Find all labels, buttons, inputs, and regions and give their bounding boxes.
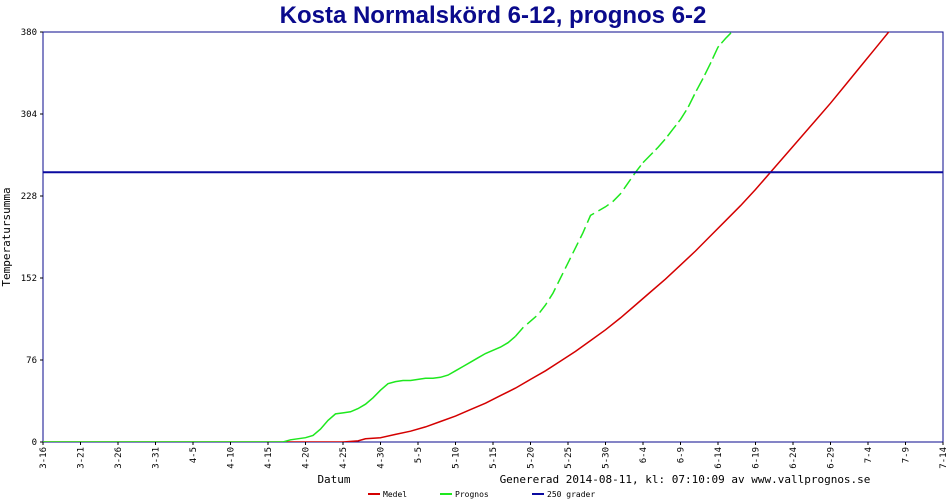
x-tick-label: 5-5	[414, 447, 424, 463]
x-tick-label: 3-26	[114, 447, 124, 469]
legend-label: 250 grader	[547, 490, 595, 499]
y-tick-label: 76	[26, 356, 37, 366]
x-tick-label: 4-30	[377, 447, 387, 469]
x-tick-label: 7-14	[939, 447, 949, 469]
legend: Medel Prognos 250 grader	[368, 490, 595, 499]
plot-area	[42, 31, 944, 443]
legend-label: Prognos	[455, 490, 489, 499]
y-tick-label: 152	[21, 274, 37, 284]
x-tick-label: 3-21	[77, 447, 87, 469]
series-prognos-line-forecast	[514, 162, 644, 337]
x-tick-label: 4-25	[339, 447, 349, 469]
x-tick-label: 5-15	[489, 447, 499, 469]
x-tick-label: 5-25	[564, 447, 574, 469]
legend-label: Medel	[383, 490, 407, 499]
x-tick-label: 6-14	[714, 447, 724, 469]
y-tick-label: 380	[21, 28, 37, 38]
x-tick-label: 6-29	[827, 447, 837, 469]
chart-title: Kosta Normalskörd 6-12, prognos 6-2	[280, 2, 707, 29]
y-axis-title: Temperatursumma	[0, 187, 13, 286]
x-axis-title: Datum	[317, 473, 350, 486]
x-tick-label: 6-24	[789, 447, 799, 469]
x-tick-label: 4-10	[227, 447, 237, 469]
x-tick-label: 3-31	[152, 447, 162, 469]
x-tick-label: 5-10	[452, 447, 462, 469]
x-tick-label: 4-20	[302, 447, 312, 469]
x-tick-label: 5-30	[602, 447, 612, 469]
series-layer	[43, 32, 943, 442]
series-medel-line	[43, 32, 890, 442]
y-tick-label: 228	[21, 192, 37, 202]
x-tick-label: 4-15	[264, 447, 274, 469]
y-tick-label: 0	[32, 438, 37, 448]
x-tick-label: 3-16	[39, 447, 49, 469]
series-prognos-line	[43, 335, 516, 442]
x-tick-label: 7-9	[902, 447, 912, 463]
x-tick-label: 4-5	[189, 447, 199, 463]
x-tick-label: 6-9	[677, 447, 687, 463]
x-tick-label: 6-19	[752, 447, 762, 469]
x-tick-label: 5-20	[527, 447, 537, 469]
generated-footer: Genererad 2014-08-11, kl: 07:10:09 av ww…	[500, 473, 871, 486]
y-tick-label: 304	[21, 110, 37, 120]
y-axis: 0 76 152 228 304 380	[21, 28, 43, 448]
x-tick-label: 6-4	[639, 447, 649, 463]
series-prognos-line-forecast-late	[642, 32, 733, 164]
x-tick-label: 7-4	[864, 447, 874, 463]
x-axis: 3-16 3-21 3-26 3-31 4-5 4-10 4-15 4-20 4-25 4-30 5…	[39, 442, 949, 469]
